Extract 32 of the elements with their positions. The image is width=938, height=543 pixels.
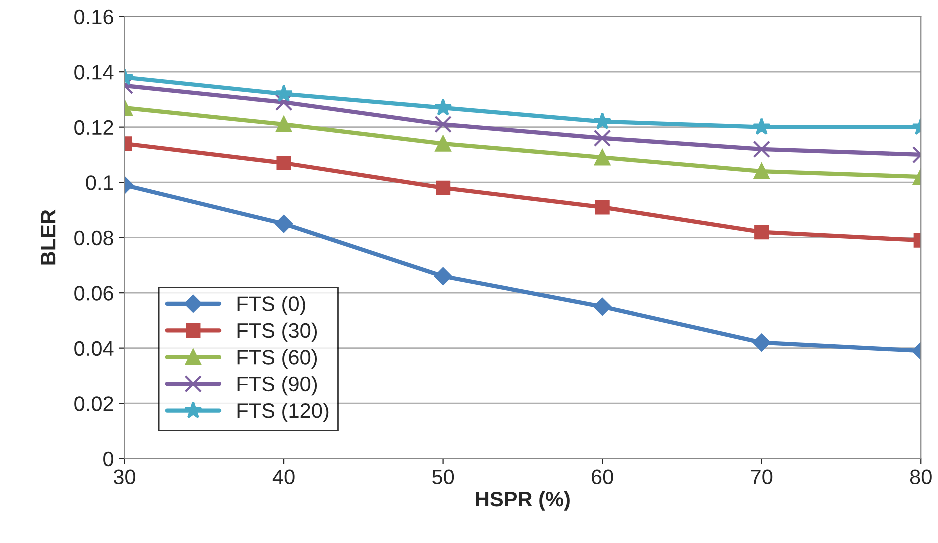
y-tick-label: 0.12	[74, 120, 114, 136]
y-tick-label: 0	[104, 452, 114, 467]
x-tick-label: 30	[114, 470, 136, 485]
point	[434, 268, 452, 286]
legend-label: FTS (90)	[238, 376, 318, 396]
legend-label: FTS (0)	[238, 296, 306, 316]
y-tick-label: 0.16	[74, 10, 114, 25]
x-tick-label: 40	[272, 470, 295, 485]
point	[594, 130, 612, 148]
x-tick-label: 60	[592, 470, 614, 485]
point	[594, 298, 612, 316]
point	[435, 136, 452, 152]
x-tick-label: 50	[432, 470, 454, 485]
y-axis-title: BLER	[41, 210, 56, 265]
y-tick-label: 0.08	[74, 230, 114, 246]
point	[595, 200, 610, 215]
y-tick-label: 0.06	[74, 286, 114, 301]
x-axis-title: HSPR (%)	[476, 491, 570, 511]
y-tick-label: 0.04	[74, 341, 114, 356]
y-tick-label: 0.14	[74, 65, 114, 80]
y-tick-label: 0.1	[86, 176, 114, 190]
point	[594, 112, 612, 130]
point	[434, 98, 452, 116]
x-tick-label: 70	[751, 470, 773, 485]
point	[436, 180, 451, 196]
x-tick-label: 80	[910, 470, 932, 485]
point	[434, 116, 452, 134]
point	[594, 150, 611, 166]
y-tick-label: 0.02	[74, 396, 114, 412]
legend-label: FTS (120)	[238, 402, 329, 422]
legend-label: FTS (60)	[238, 350, 318, 369]
legend-label: FTS (30)	[238, 322, 318, 342]
